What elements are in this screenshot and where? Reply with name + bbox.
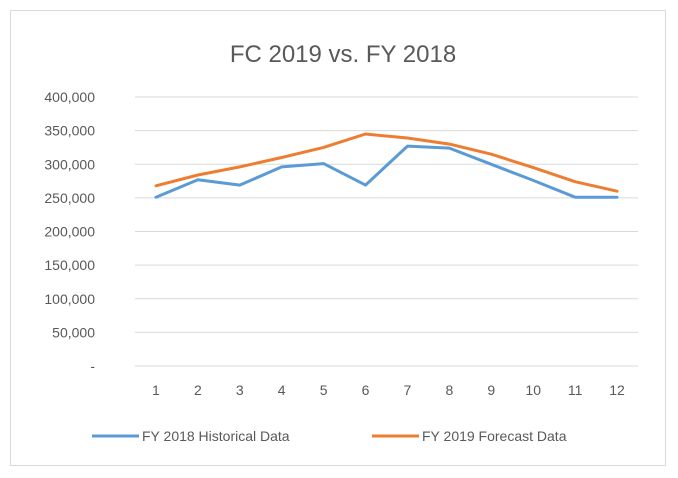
y-tick-label: 250,000 bbox=[44, 190, 95, 206]
series-line-2 bbox=[154, 132, 619, 193]
x-tick-label: 12 bbox=[609, 382, 625, 398]
legend: FY 2018 Historical Data FY 2019 Forecast … bbox=[92, 428, 567, 444]
chart-title: FC 2019 vs. FY 2018 bbox=[230, 41, 456, 68]
y-tick-label: 350,000 bbox=[44, 123, 95, 139]
x-tick-label: 4 bbox=[278, 382, 286, 398]
y-tick-label: 400,000 bbox=[44, 89, 95, 105]
legend-label-2: FY 2019 Forecast Data bbox=[422, 428, 567, 444]
x-tick-label: 2 bbox=[194, 382, 202, 398]
y-tick-label: 300,000 bbox=[44, 156, 95, 172]
x-tick-label: 6 bbox=[362, 382, 370, 398]
chart-frame bbox=[10, 10, 666, 466]
y-axis-ticks: - 50,000 100,000 150,000 200,000 250,000 300,0… bbox=[44, 89, 95, 374]
y-tick-label: - bbox=[90, 358, 95, 374]
x-axis-ticks: 1 2 3 4 5 6 7 8 9 10 11 12 bbox=[152, 382, 625, 398]
y-tick-label: 200,000 bbox=[44, 224, 95, 240]
y-tick-label: 100,000 bbox=[44, 291, 95, 307]
y-tick-label: 150,000 bbox=[44, 257, 95, 273]
x-tick-label: 7 bbox=[404, 382, 412, 398]
y-tick-label: 50,000 bbox=[52, 324, 95, 340]
x-tick-label: 1 bbox=[152, 382, 160, 398]
x-tick-label: 3 bbox=[236, 382, 244, 398]
gridlines bbox=[135, 96, 638, 367]
series-line-1 bbox=[154, 144, 619, 199]
x-tick-label: 5 bbox=[320, 382, 328, 398]
x-tick-label: 11 bbox=[568, 382, 583, 398]
x-tick-label: 9 bbox=[487, 382, 495, 398]
x-tick-label: 8 bbox=[445, 382, 453, 398]
x-tick-label: 10 bbox=[525, 382, 541, 398]
series-lines bbox=[154, 132, 619, 199]
legend-label-1: FY 2018 Historical Data bbox=[142, 428, 290, 444]
